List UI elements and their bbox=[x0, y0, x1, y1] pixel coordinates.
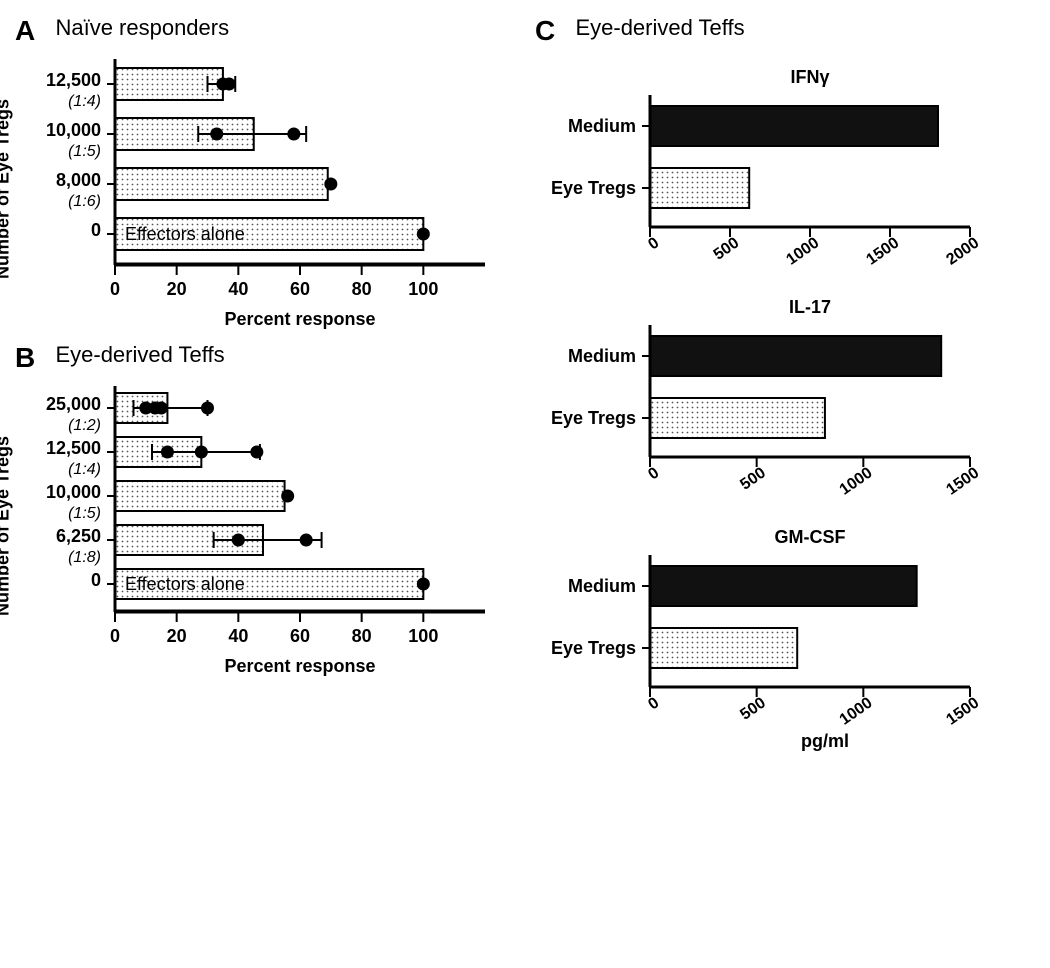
svg-text:(1:4): (1:4) bbox=[68, 93, 101, 110]
svg-text:10,000: 10,000 bbox=[46, 482, 101, 502]
panel-a-xlabel: Percent response bbox=[95, 309, 505, 330]
svg-text:500: 500 bbox=[737, 694, 769, 723]
svg-text:100: 100 bbox=[408, 279, 438, 299]
svg-text:6,250: 6,250 bbox=[56, 526, 101, 546]
svg-text:0: 0 bbox=[91, 570, 101, 590]
left-column: A Naïve responders Number of Eye Tregs 1… bbox=[15, 15, 505, 764]
panel-b-chart: 25,000 (1:2) 12,500 (1:4) 10,000 (1:5) 6,250 (1… bbox=[15, 374, 505, 652]
svg-text:500: 500 bbox=[711, 234, 743, 263]
panel-a-title: Naïve responders bbox=[55, 15, 229, 41]
panel-c: C Eye-derived Teffs IFNγ Medium Eye Tregs 0… bbox=[535, 15, 1015, 752]
svg-text:Eye Tregs: Eye Tregs bbox=[551, 408, 636, 428]
svg-text:Eye Tregs: Eye Tregs bbox=[551, 178, 636, 198]
svg-text:60: 60 bbox=[290, 279, 310, 299]
panel-a-chart: 12,500 (1:4) 10,000 (1:5) 8,000 (1:6) Effector… bbox=[15, 47, 505, 305]
svg-text:0: 0 bbox=[110, 279, 120, 299]
svg-text:8,000: 8,000 bbox=[56, 170, 101, 190]
panel-a-ylabel: Number of Eye Tregs bbox=[0, 98, 14, 278]
svg-text:80: 80 bbox=[352, 279, 372, 299]
svg-text:20: 20 bbox=[167, 626, 187, 646]
svg-text:2000: 2000 bbox=[943, 234, 982, 268]
panel-b-title: Eye-derived Teffs bbox=[55, 342, 224, 368]
panel-c-charts: IFNγ Medium Eye Tregs 0 500 1000 1500 2000 IL-17… bbox=[535, 65, 1015, 737]
svg-text:Effectors alone: Effectors alone bbox=[125, 224, 245, 244]
svg-text:100: 100 bbox=[408, 626, 438, 646]
panel-a: A Naïve responders Number of Eye Tregs 1… bbox=[15, 15, 505, 330]
svg-text:1000: 1000 bbox=[783, 234, 822, 268]
svg-text:20: 20 bbox=[167, 279, 187, 299]
svg-text:(1:5): (1:5) bbox=[68, 505, 101, 522]
svg-text:(1:8): (1:8) bbox=[68, 549, 101, 566]
svg-text:1500: 1500 bbox=[863, 234, 902, 268]
svg-text:1500: 1500 bbox=[943, 464, 982, 498]
svg-text:Medium: Medium bbox=[568, 116, 636, 136]
svg-text:(1:4): (1:4) bbox=[68, 461, 101, 478]
panel-a-letter: A bbox=[15, 15, 45, 47]
svg-text:40: 40 bbox=[228, 626, 248, 646]
svg-text:1000: 1000 bbox=[837, 694, 876, 728]
svg-text:0: 0 bbox=[110, 626, 120, 646]
svg-text:GM-CSF: GM-CSF bbox=[775, 527, 846, 547]
svg-text:500: 500 bbox=[737, 464, 769, 493]
svg-text:1500: 1500 bbox=[943, 694, 982, 728]
svg-text:0: 0 bbox=[91, 220, 101, 240]
panel-c-title: Eye-derived Teffs bbox=[575, 15, 744, 41]
svg-text:Medium: Medium bbox=[568, 576, 636, 596]
svg-text:10,000: 10,000 bbox=[46, 120, 101, 140]
svg-text:IL-17: IL-17 bbox=[789, 297, 831, 317]
svg-text:0: 0 bbox=[645, 234, 662, 253]
panel-b: B Eye-derived Teffs Number of Eye Tregs … bbox=[15, 342, 505, 677]
svg-text:Eye Tregs: Eye Tregs bbox=[551, 638, 636, 658]
svg-text:(1:6): (1:6) bbox=[68, 193, 101, 210]
svg-text:1000: 1000 bbox=[837, 464, 876, 498]
svg-text:Effectors alone: Effectors alone bbox=[125, 574, 245, 594]
svg-text:12,500: 12,500 bbox=[46, 70, 101, 90]
panel-b-xlabel: Percent response bbox=[95, 656, 505, 677]
svg-text:0: 0 bbox=[645, 694, 662, 713]
svg-text:IFNγ: IFNγ bbox=[790, 67, 829, 87]
svg-text:40: 40 bbox=[228, 279, 248, 299]
svg-text:Medium: Medium bbox=[568, 346, 636, 366]
panel-a-chart-wrap: Number of Eye Tregs 12,500(1:4)10,000(1:… bbox=[15, 47, 505, 330]
svg-text:(1:5): (1:5) bbox=[68, 143, 101, 160]
panel-b-letter: B bbox=[15, 342, 45, 374]
panel-c-letter: C bbox=[535, 15, 565, 47]
svg-text:0: 0 bbox=[645, 464, 662, 483]
svg-text:80: 80 bbox=[352, 626, 372, 646]
svg-text:60: 60 bbox=[290, 626, 310, 646]
panel-b-ylabel: Number of Eye Tregs bbox=[0, 435, 14, 615]
svg-text:(1:2): (1:2) bbox=[68, 417, 101, 434]
svg-text:25,000: 25,000 bbox=[46, 394, 101, 414]
figure: A Naïve responders Number of Eye Tregs 1… bbox=[15, 15, 1035, 764]
right-column: C Eye-derived Teffs IFNγ Medium Eye Tregs 0… bbox=[535, 15, 1015, 764]
svg-text:12,500: 12,500 bbox=[46, 438, 101, 458]
panel-b-chart-wrap: Number of Eye Tregs 25,000(1:2)12,500(1:… bbox=[15, 374, 505, 677]
